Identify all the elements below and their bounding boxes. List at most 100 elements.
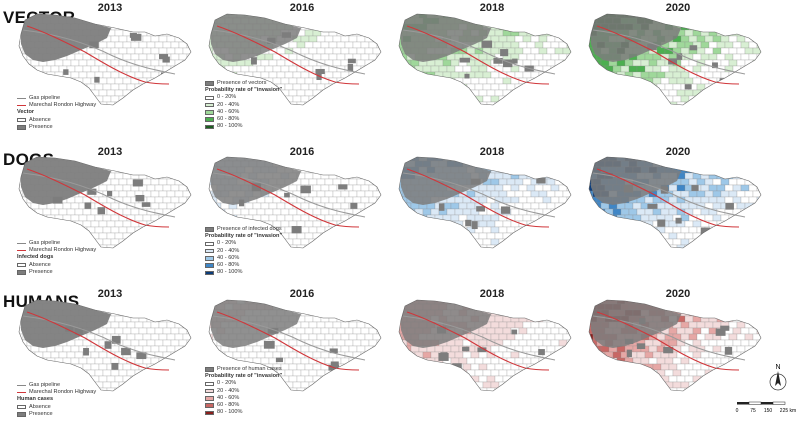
municipality-cell — [624, 226, 634, 234]
municipality-cell — [450, 300, 460, 305]
municipality-cell — [78, 83, 88, 91]
presence-patch — [350, 202, 358, 209]
municipality-cell — [526, 375, 536, 383]
municipality-cell — [372, 369, 381, 377]
municipality-cell — [628, 220, 638, 228]
municipality-cell — [368, 351, 378, 359]
municipality-cell — [399, 14, 404, 19]
municipality-cell — [684, 363, 694, 371]
municipality-cell — [336, 196, 346, 204]
municipality-cell — [562, 369, 571, 377]
municipality-cell — [380, 59, 381, 67]
municipality-cell — [490, 345, 500, 353]
municipality-cell — [498, 321, 508, 329]
municipality-cell — [708, 101, 718, 105]
municipality-cell — [566, 303, 571, 311]
municipality-cell — [558, 387, 568, 391]
municipality-cell — [450, 226, 460, 234]
municipality-cell — [478, 101, 488, 105]
municipality-cell — [478, 327, 488, 335]
municipality-cell — [138, 232, 148, 240]
municipality-cell — [518, 160, 528, 168]
municipality-cell — [360, 65, 370, 73]
municipality-cell — [668, 77, 678, 85]
municipality-cell — [58, 77, 68, 85]
municipality-cell — [692, 351, 702, 359]
municipality-cell — [522, 166, 532, 174]
municipality-cell — [264, 196, 274, 204]
municipality-cell — [110, 214, 120, 222]
municipality-cell — [182, 369, 191, 377]
municipality-cell — [406, 351, 416, 359]
municipality-cell — [550, 303, 560, 311]
municipality-cell — [748, 101, 758, 105]
legend-heading: Human cases — [17, 396, 54, 403]
municipality-cell — [399, 226, 404, 234]
municipality-cell — [530, 214, 540, 222]
municipality-cell — [728, 369, 738, 377]
municipality-cell — [174, 95, 184, 103]
municipality-cell — [82, 77, 92, 85]
municipality-cell — [732, 339, 742, 347]
prob-legend-humans: Presence of human cases Probability rate… — [205, 366, 282, 416]
legend-label: Marechal Rondon Highway — [29, 247, 97, 254]
municipality-cell — [566, 351, 571, 359]
municipality-cell — [98, 351, 108, 359]
municipality-cell — [166, 166, 176, 174]
municipality-cell — [760, 71, 761, 79]
municipality-cell — [292, 95, 302, 103]
municipality-cell — [628, 101, 638, 105]
municipality-cell — [380, 157, 381, 162]
municipality-cell — [38, 226, 48, 234]
municipality-cell — [376, 327, 381, 335]
municipality-cell — [490, 23, 500, 31]
municipality-cell — [19, 77, 28, 85]
municipality-cell — [414, 89, 424, 97]
municipality-cell — [502, 363, 512, 371]
municipality-cell — [146, 327, 156, 335]
municipality-cell — [114, 327, 124, 335]
municipality-cell — [736, 226, 746, 234]
legend-label: 80 - 100% — [217, 123, 243, 130]
municipality-cell — [700, 160, 710, 168]
municipality-cell — [142, 300, 152, 305]
municipality-cell — [620, 387, 630, 391]
municipality-cell — [644, 101, 654, 105]
municipality-cell — [50, 351, 60, 359]
municipality-cell — [538, 83, 548, 91]
municipality-cell — [474, 71, 484, 79]
municipality-cell — [284, 83, 294, 91]
municipality-cell — [589, 208, 598, 216]
municipality-cell — [316, 321, 326, 329]
municipality-cell — [312, 184, 322, 192]
municipality-cell — [692, 77, 702, 85]
municipality-cell — [284, 369, 294, 377]
presence-patch — [52, 196, 63, 204]
municipality-cell — [506, 166, 516, 174]
municipality-cell — [708, 339, 718, 347]
municipality-cell — [138, 101, 148, 105]
municipality-cell — [22, 157, 32, 162]
municipality-cell — [506, 14, 516, 19]
municipality-cell — [356, 190, 366, 198]
municipality-cell — [692, 65, 702, 73]
municipality-cell — [118, 83, 128, 91]
municipality-cell — [522, 369, 532, 377]
municipality-cell — [356, 59, 366, 67]
municipality-cell — [514, 14, 524, 19]
municipality-cell — [356, 381, 366, 389]
municipality-cell — [589, 351, 598, 359]
municipality-cell — [142, 95, 152, 103]
municipality-cell — [696, 321, 706, 329]
municipality-cell — [486, 77, 496, 85]
municipality-cell — [604, 89, 614, 97]
municipality-cell — [760, 178, 761, 186]
municipality-cell — [166, 300, 176, 305]
municipality-cell — [530, 300, 540, 305]
municipality-cell — [340, 369, 350, 377]
municipality-cell — [142, 23, 152, 31]
municipality-cell — [482, 214, 492, 222]
municipality-cell — [748, 29, 758, 37]
municipality-cell — [406, 89, 416, 97]
legend-label: Gas pipeline — [29, 240, 61, 246]
